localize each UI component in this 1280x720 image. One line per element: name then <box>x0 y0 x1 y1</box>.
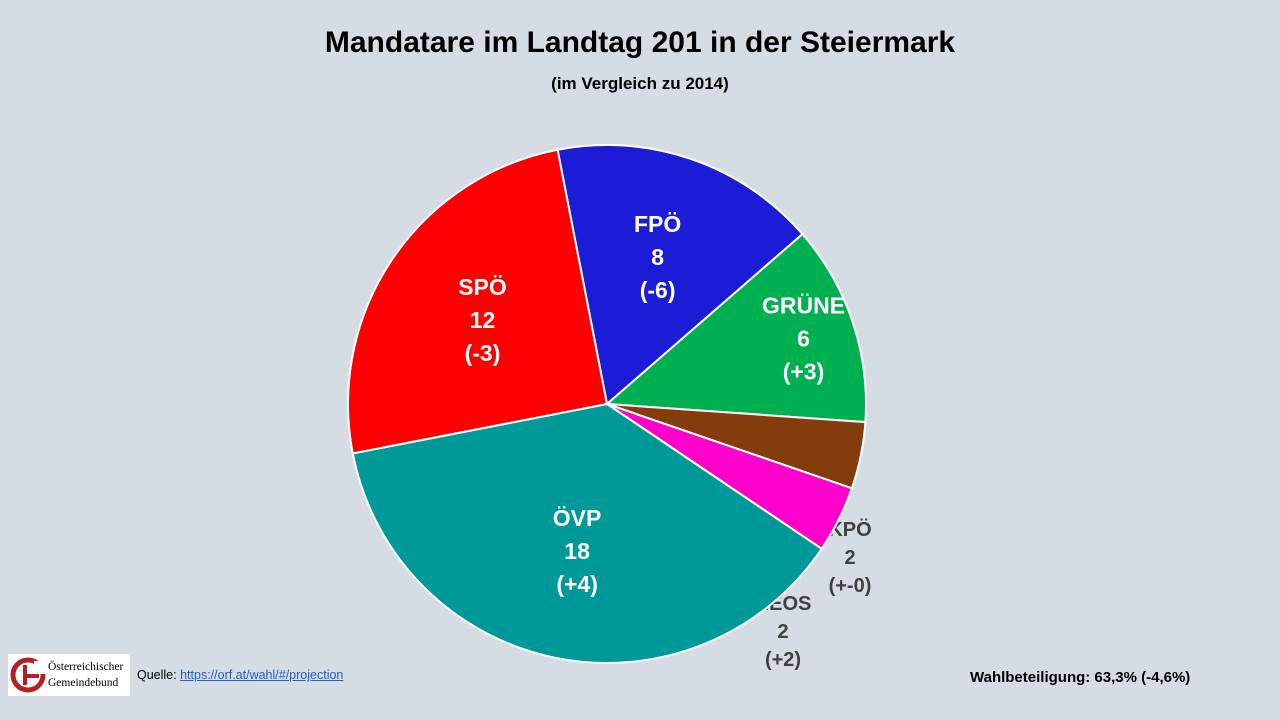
gemeindebund-logo-mark-icon <box>10 657 46 693</box>
data-label-oevp: ÖVP 18 (+4) <box>553 505 602 597</box>
data-label-gruene: GRÜNE 6 (+3) <box>762 292 845 384</box>
data-label-fpoe: FPÖ 8 (-6) <box>634 211 681 303</box>
pie-slice-oevp <box>351 402 824 664</box>
logo-line-1: Österreichischer <box>48 661 124 673</box>
data-label-spoe: SPÖ 12 (-3) <box>458 274 507 366</box>
gemeindebund-logo: Österreichischer Gemeindebund <box>8 654 130 696</box>
source-note: Quelle: https://orf.at/wahl/#/projection <box>137 668 343 682</box>
data-label-kpoe: KPÖ 2 (+-0) <box>828 518 871 597</box>
turnout-text: Wahlbeteiligung: 63,3% (-4,6%) <box>970 669 1191 686</box>
chart-title: Mandatare im Landtag 201 in der Steierma… <box>324 26 956 59</box>
pie-slice-gruene <box>604 232 867 424</box>
source-link[interactable]: https://orf.at/wahl/#/projection <box>180 668 344 682</box>
chart-subtitle: (im Vergleich zu 2014) <box>551 74 729 93</box>
logo-line-2: Gemeindebund <box>48 677 119 689</box>
source-label: Quelle: <box>137 668 177 682</box>
pie-slice-fpoe <box>556 144 804 406</box>
pie-slice-spoe <box>347 148 609 455</box>
